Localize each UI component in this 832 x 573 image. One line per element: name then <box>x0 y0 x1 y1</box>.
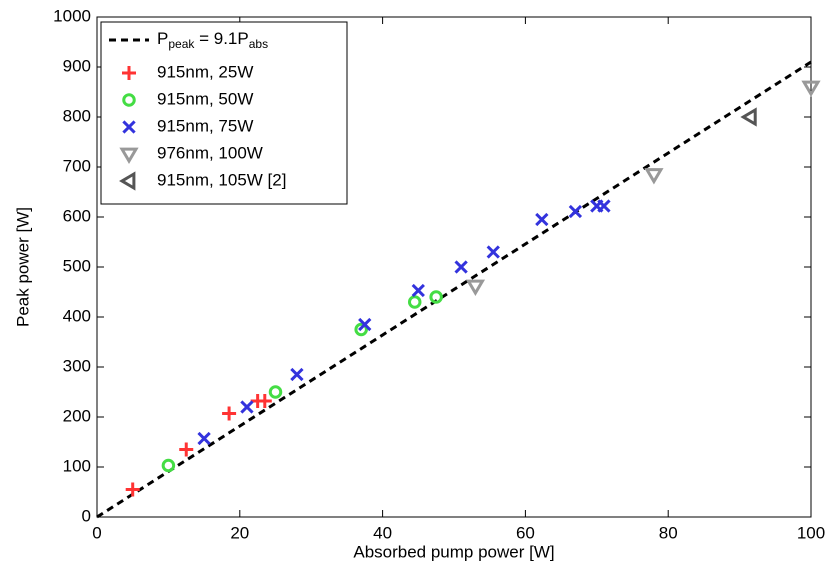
x-tick-label: 60 <box>516 523 535 542</box>
data-point <box>644 168 664 185</box>
data-point <box>429 290 443 304</box>
fit-line <box>96 60 812 519</box>
legend-label-part: abs <box>249 37 268 51</box>
y-tick-label: 0 <box>82 506 91 525</box>
data-point <box>179 442 194 457</box>
legend-label-part: = 9.1P <box>194 29 248 48</box>
data-point <box>454 260 468 274</box>
legend-label-part: peak <box>168 37 195 51</box>
data-point <box>411 283 425 298</box>
legend-label: 976nm, 100W <box>157 143 263 162</box>
y-tick-label: 1000 <box>53 6 91 25</box>
legend-label: Ppeak = 9.1Pabs <box>157 29 268 51</box>
data-point <box>240 400 254 414</box>
x-tick-label: 20 <box>230 523 249 542</box>
x-tick-label: 80 <box>659 523 678 542</box>
data-point <box>268 385 283 399</box>
data-point <box>801 80 821 97</box>
data-point <box>465 279 486 296</box>
data-point <box>535 212 549 227</box>
data-point <box>257 394 272 408</box>
data-point <box>597 199 611 213</box>
legend-marker <box>119 171 136 191</box>
legend-label: 915nm, 105W [2] <box>157 170 286 189</box>
y-tick-label: 900 <box>63 56 91 75</box>
legend-marker <box>122 93 136 107</box>
y-tick-label: 300 <box>63 356 91 375</box>
y-tick-label: 600 <box>63 206 91 225</box>
legend-label: 915nm, 25W <box>157 62 253 81</box>
data-point <box>486 245 500 259</box>
data-point <box>197 431 211 446</box>
data-point <box>358 317 372 332</box>
y-tick-label: 700 <box>63 156 91 175</box>
legend-label-part: P <box>157 29 168 48</box>
x-axis-label: Absorbed pump power [W] <box>353 542 554 561</box>
y-tick-label: 400 <box>63 306 91 325</box>
data-point <box>222 406 237 421</box>
legend-marker <box>119 147 139 164</box>
data-point <box>125 482 140 497</box>
legend-label: 915nm, 75W <box>157 116 253 135</box>
x-tick-label: 0 <box>92 523 101 542</box>
data-point <box>161 458 176 473</box>
y-tick-label: 100 <box>63 456 91 475</box>
x-tick-label: 100 <box>797 523 825 542</box>
legend-marker <box>122 66 136 80</box>
y-tick-label: 800 <box>63 106 91 125</box>
x-tick-label: 40 <box>373 523 392 542</box>
y-axis-label: Peak power [W] <box>13 207 32 327</box>
legend-marker <box>122 120 136 134</box>
data-point <box>740 107 757 127</box>
y-tick-label: 200 <box>63 406 91 425</box>
legend-label: 915nm, 50W <box>157 89 253 108</box>
data-point <box>568 204 583 219</box>
data-point <box>407 295 422 309</box>
data-point <box>290 367 304 382</box>
data-point <box>354 322 368 337</box>
legend-box <box>100 21 348 205</box>
legend: Ppeak = 9.1Pabs 915nm, 25W 915nm, 50W 915nm… <box>100 21 348 205</box>
y-tick-label: 500 <box>63 256 91 275</box>
